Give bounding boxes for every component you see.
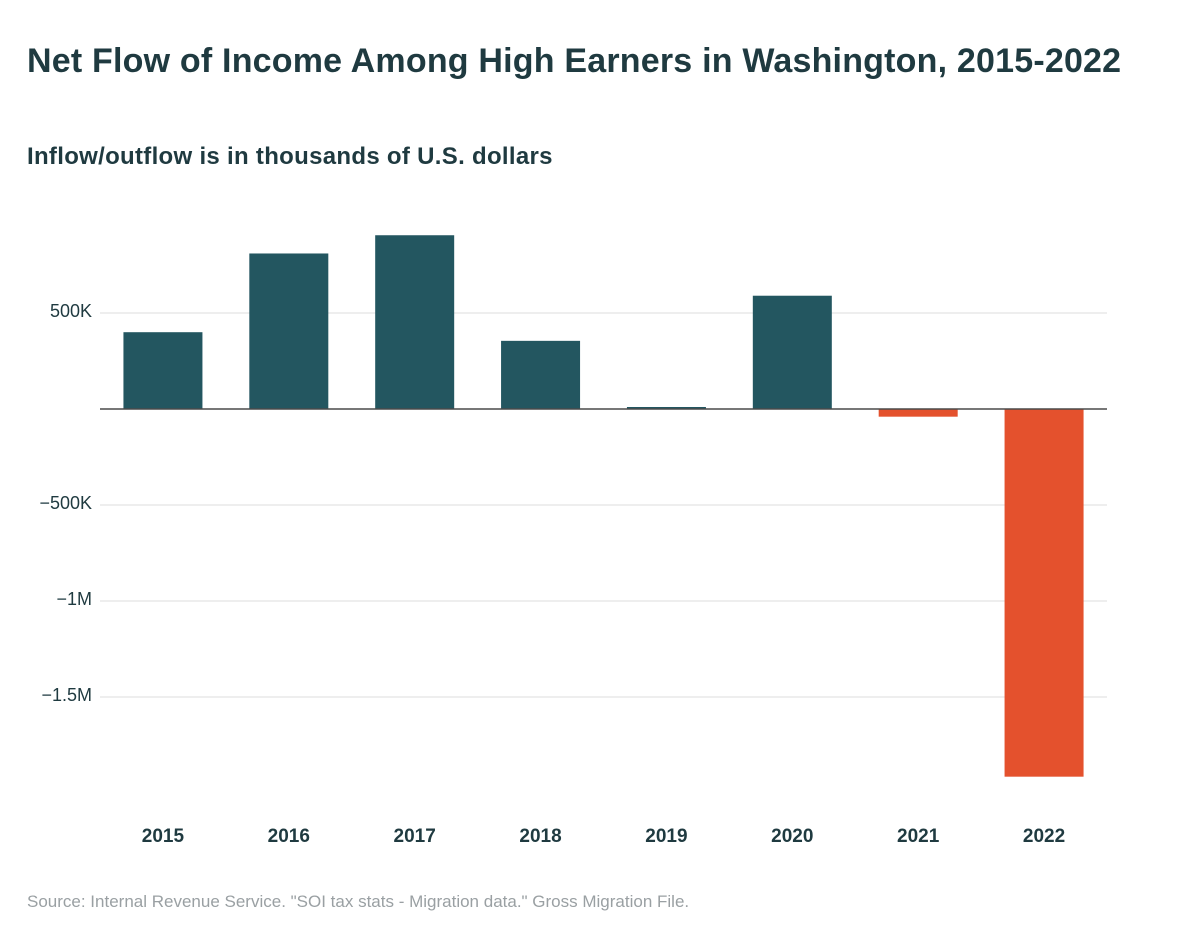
y-tick-label: 500K bbox=[50, 301, 92, 321]
chart-subtitle: Inflow/outflow is in thousands of U.S. d… bbox=[27, 143, 553, 170]
y-tick-label: −500K bbox=[39, 493, 92, 513]
y-axis-ticks: 500K −500K −1M −1.5M bbox=[39, 301, 92, 705]
bar-2016 bbox=[249, 253, 329, 409]
bars bbox=[123, 235, 1084, 777]
x-tick-label: 2015 bbox=[142, 826, 185, 847]
bar-2021 bbox=[878, 409, 958, 417]
x-axis-ticks: 2015 2016 2017 2018 2019 2020 2021 2022 bbox=[142, 826, 1065, 847]
x-tick-label: 2021 bbox=[897, 826, 940, 847]
x-tick-label: 2017 bbox=[394, 826, 436, 847]
x-tick-label: 2018 bbox=[519, 826, 561, 847]
bar-2015 bbox=[123, 332, 203, 409]
bar-2019 bbox=[626, 407, 706, 409]
bar-2018 bbox=[501, 340, 581, 409]
y-tick-label: −1M bbox=[56, 589, 92, 609]
chart-title: Net Flow of Income Among High Earners in… bbox=[27, 42, 1122, 80]
bar-2017 bbox=[375, 235, 455, 409]
y-tick-label: −1.5M bbox=[41, 685, 92, 705]
x-tick-label: 2019 bbox=[645, 826, 687, 847]
bar-2020 bbox=[752, 295, 832, 409]
bar-2022 bbox=[1004, 409, 1084, 777]
x-tick-label: 2016 bbox=[268, 826, 310, 847]
source-note: Source: Internal Revenue Service. "SOI t… bbox=[27, 892, 690, 911]
x-tick-label: 2022 bbox=[1023, 826, 1065, 847]
x-tick-label: 2020 bbox=[771, 826, 813, 847]
